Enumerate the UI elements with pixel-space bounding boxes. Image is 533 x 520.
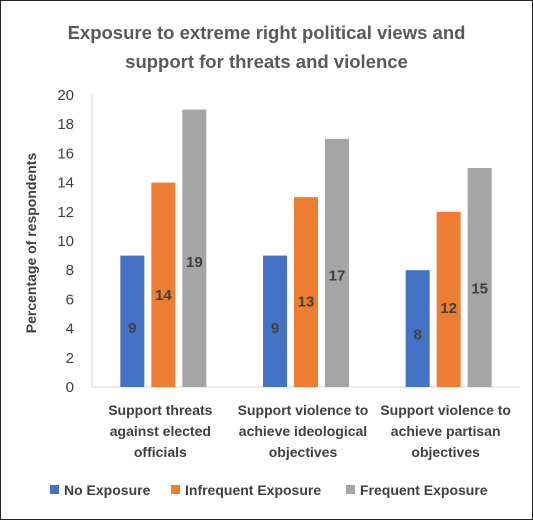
data-label: 12 — [440, 300, 457, 317]
legend: No Exposure Infrequent Exposure Frequent E… — [50, 482, 488, 498]
y-tick-label: 20 — [57, 87, 74, 104]
chart-title-line-1: Exposure to extreme right political view… — [67, 22, 466, 43]
data-label: 15 — [471, 280, 488, 297]
y-tick-label: 10 — [57, 233, 74, 250]
y-tick-label: 8 — [66, 262, 74, 279]
bar — [120, 255, 145, 387]
category-label: Support violence to — [380, 402, 511, 418]
bar — [467, 168, 492, 387]
y-axis-ticks: 0 2 4 6 8 10 12 14 16 18 20 — [57, 87, 74, 396]
legend-label: Infrequent Exposure — [185, 482, 321, 498]
category-label: achieve ideological — [239, 423, 367, 439]
bar — [151, 182, 176, 387]
chart-title-line-2: support for threats and violence — [125, 51, 408, 72]
category-label: objectives — [269, 444, 338, 460]
data-label: 17 — [329, 267, 346, 284]
legend-swatch — [346, 485, 355, 494]
category-label: achieve partisan — [391, 423, 501, 439]
y-tick-label: 16 — [57, 145, 74, 162]
y-tick-label: 6 — [66, 291, 74, 308]
data-label: 13 — [298, 294, 315, 311]
bar — [325, 138, 349, 387]
category-label: Support violence to — [238, 402, 369, 418]
bar — [436, 211, 461, 387]
category-label: officials — [134, 444, 187, 460]
legend-label: No Exposure — [64, 482, 151, 498]
bar — [294, 197, 318, 387]
legend-swatch — [171, 485, 180, 494]
y-tick-label: 14 — [57, 175, 74, 192]
legend-label: Frequent Exposure — [360, 482, 488, 498]
bar — [263, 255, 287, 387]
y-tick-label: 4 — [66, 321, 74, 338]
y-tick-label: 18 — [57, 116, 74, 133]
category-label: objectives — [411, 444, 480, 460]
category-labels: Support threats against elected officials S… — [108, 402, 511, 460]
chart-title: Exposure to extreme right political view… — [0, 18, 533, 76]
data-label: 14 — [155, 287, 172, 304]
data-label: 9 — [128, 320, 136, 337]
y-axis-label: Percentage of respondents — [23, 153, 39, 334]
bars: 9 9 8 14 13 12 19 17 15 — [120, 109, 492, 387]
bar — [405, 270, 430, 387]
data-label: 19 — [186, 254, 203, 271]
data-label: 8 — [413, 326, 421, 343]
y-tick-label: 2 — [66, 350, 74, 367]
category-label: against elected — [110, 423, 211, 439]
legend-swatch — [50, 485, 59, 494]
y-tick-label: 12 — [57, 204, 74, 221]
data-label: 9 — [271, 320, 279, 337]
y-tick-label: 0 — [66, 379, 74, 396]
category-label: Support threats — [108, 402, 212, 418]
bar — [182, 109, 207, 387]
